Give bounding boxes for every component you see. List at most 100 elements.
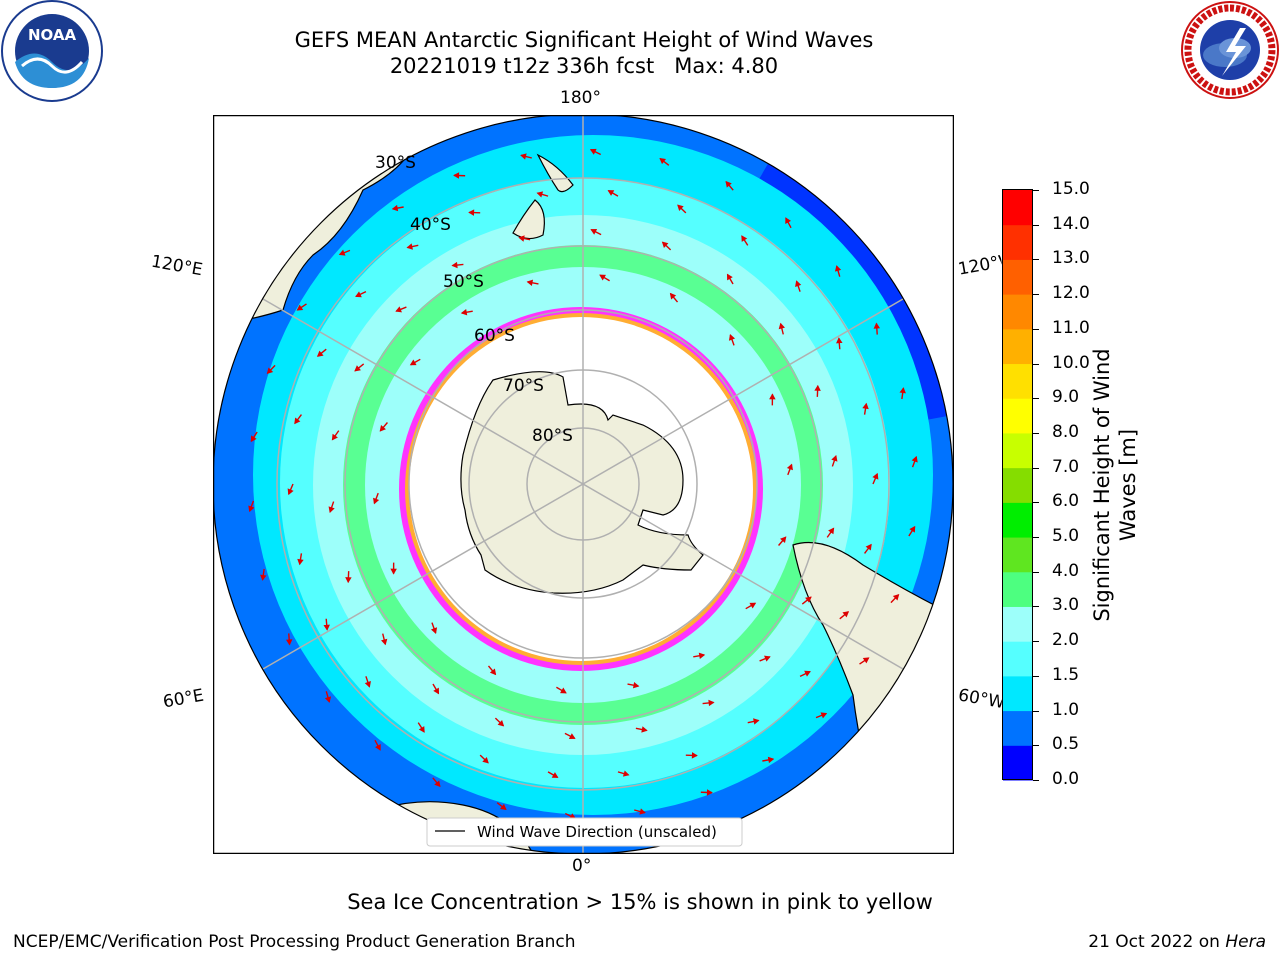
wind-wave-arrowhead [804,670,811,677]
noaa-logo: NOAA [1,0,103,102]
wind-wave-arrowhead [873,322,881,329]
colorbar-cell [1003,502,1033,538]
wind-wave-arrowhead [316,350,324,357]
colorbar-tick-label: 6.0 [1052,491,1080,512]
antarctica-land [460,371,704,594]
wind-wave-arrowhead [741,235,748,242]
sea-ice-note: Sea Ice Concentration > 15% is shown in … [347,890,933,914]
wind-wave-arrowhead [589,148,597,155]
wind-wave-arrowhead [460,309,468,316]
wind-wave-arrowhead [536,191,544,198]
wind-wave-arrowhead [297,558,304,566]
wind-wave-arrowhead [526,279,534,286]
wind-wave-arrowhead [842,611,850,618]
colorbar-cell [1003,328,1033,365]
wind-wave-arrowhead [677,204,684,211]
wind-wave-arrowhead [639,808,646,815]
wind-wave-arrowhead [260,574,267,581]
wind-wave-arrowhead [497,719,505,727]
colorbar-tick-mark [1033,606,1039,608]
colorbar-tick-mark [1033,398,1039,400]
wind-wave-arrowhead [698,652,706,659]
wind-wave-arrowhead [834,265,842,272]
lat-label-60s: 60°S [474,326,515,346]
colorbar-tick-mark [1033,675,1039,677]
wind-wave-arrowhead [406,243,413,250]
colorbar [1002,189,1033,781]
wind-wave-arrowhead [345,577,352,584]
wind-wave-arrowhead [691,752,698,759]
wind-wave-arrowhead [324,696,332,703]
chart-title: GEFS MEAN Antarctic Significant Height o… [294,28,874,52]
colorbar-cell [1003,294,1033,330]
colorbar-cell [1003,641,1033,677]
wind-wave-arrowhead [726,273,733,281]
wind-wave-arrowhead [285,639,293,646]
wind-wave-arrowhead [899,387,906,394]
colorbar-tick-mark [1033,294,1039,296]
wind-wave-arrowhead [641,726,648,733]
wind-wave-arrowhead [728,334,736,341]
wind-wave-arrowhead [786,463,793,471]
wind-wave-arrowhead [805,596,812,603]
colorbar-tick-label: 9.0 [1052,387,1080,408]
wind-wave-arrowhead [294,417,301,425]
colorbar-cell [1003,363,1033,399]
colorbar-cell [1003,745,1033,781]
wind-wave-arrowhead [323,624,330,631]
colorbar-tick-label: 1.5 [1052,664,1080,685]
footer-host: Hera [1225,932,1266,952]
wind-wave-arrowhead [659,157,667,165]
wind-wave-arrowhead [374,744,381,751]
new-zealand-land [512,153,574,240]
wind-wave-arrowhead [364,681,371,688]
wind-wave-arrowhead [725,180,732,188]
wind-wave-arrowhead [391,204,399,212]
wind-wave-arrowhead [328,506,335,513]
wind-wave-arrowhead [266,367,274,374]
colorbar-tick-label: 11.0 [1052,317,1090,338]
colorbar-cell [1003,398,1033,434]
colorbar-tick-label: 0.5 [1052,734,1080,755]
wind-wave-arrowhead [409,359,417,366]
colorbar-cell [1003,606,1033,642]
colorbar-tick-mark [1033,571,1039,573]
colorbar-tick-label: 1.0 [1052,699,1080,720]
wind-wave-arrowhead [433,687,440,695]
wind-wave-arrowhead [872,472,879,480]
wind-wave-arrowhead [607,190,615,196]
noaa-logo-text: NOAA [28,26,77,44]
colorbar-cell [1003,190,1033,226]
colorbar-cell [1003,537,1033,573]
map-panel: 30°S 40°S 50°S 60°S 70°S 80°S Wind Wave … [213,115,954,854]
wind-wave-arrowhead [568,733,576,740]
wind-wave-arrowhead [836,337,843,344]
wind-wave-arrowhead [753,718,760,725]
wind-wave-arrowhead [248,505,255,513]
colorbar-tick-mark [1033,502,1039,504]
footer-date-text: 21 Oct 2022 on [1088,932,1226,952]
wind-wave-arrowhead [767,756,775,764]
lon-label-180: 180° [560,88,601,108]
wind-wave-arrowhead [820,712,828,719]
wind-wave-arrowhead [831,455,838,462]
wind-wave-arrowhead [520,153,527,160]
colorbar-tick-label: 2.0 [1052,630,1080,651]
wind-wave-arrowhead [373,497,380,505]
wind-wave-arrowhead [250,435,257,443]
wind-wave-arrowhead [862,402,869,410]
colorbar-cell [1003,467,1033,503]
wind-wave-arrowhead [708,699,715,707]
colorbar-tick-label: 7.0 [1052,456,1080,477]
colorbar-tick-label: 15.0 [1052,179,1090,199]
wind-wave-arrowhead [390,568,397,575]
lat-label-30s: 30°S [375,153,416,173]
lat-label-80s: 80°S [532,426,573,446]
colorbar-cell [1003,432,1033,469]
colorbar-tick-mark [1033,710,1039,712]
wind-wave-arrowhead [661,241,669,249]
wind-wave-arrowhead [287,488,294,496]
colorbar-tick-label: 14.0 [1052,213,1090,234]
wind-wave-arrowhead [354,365,361,372]
wind-wave-arrowhead [785,217,792,224]
